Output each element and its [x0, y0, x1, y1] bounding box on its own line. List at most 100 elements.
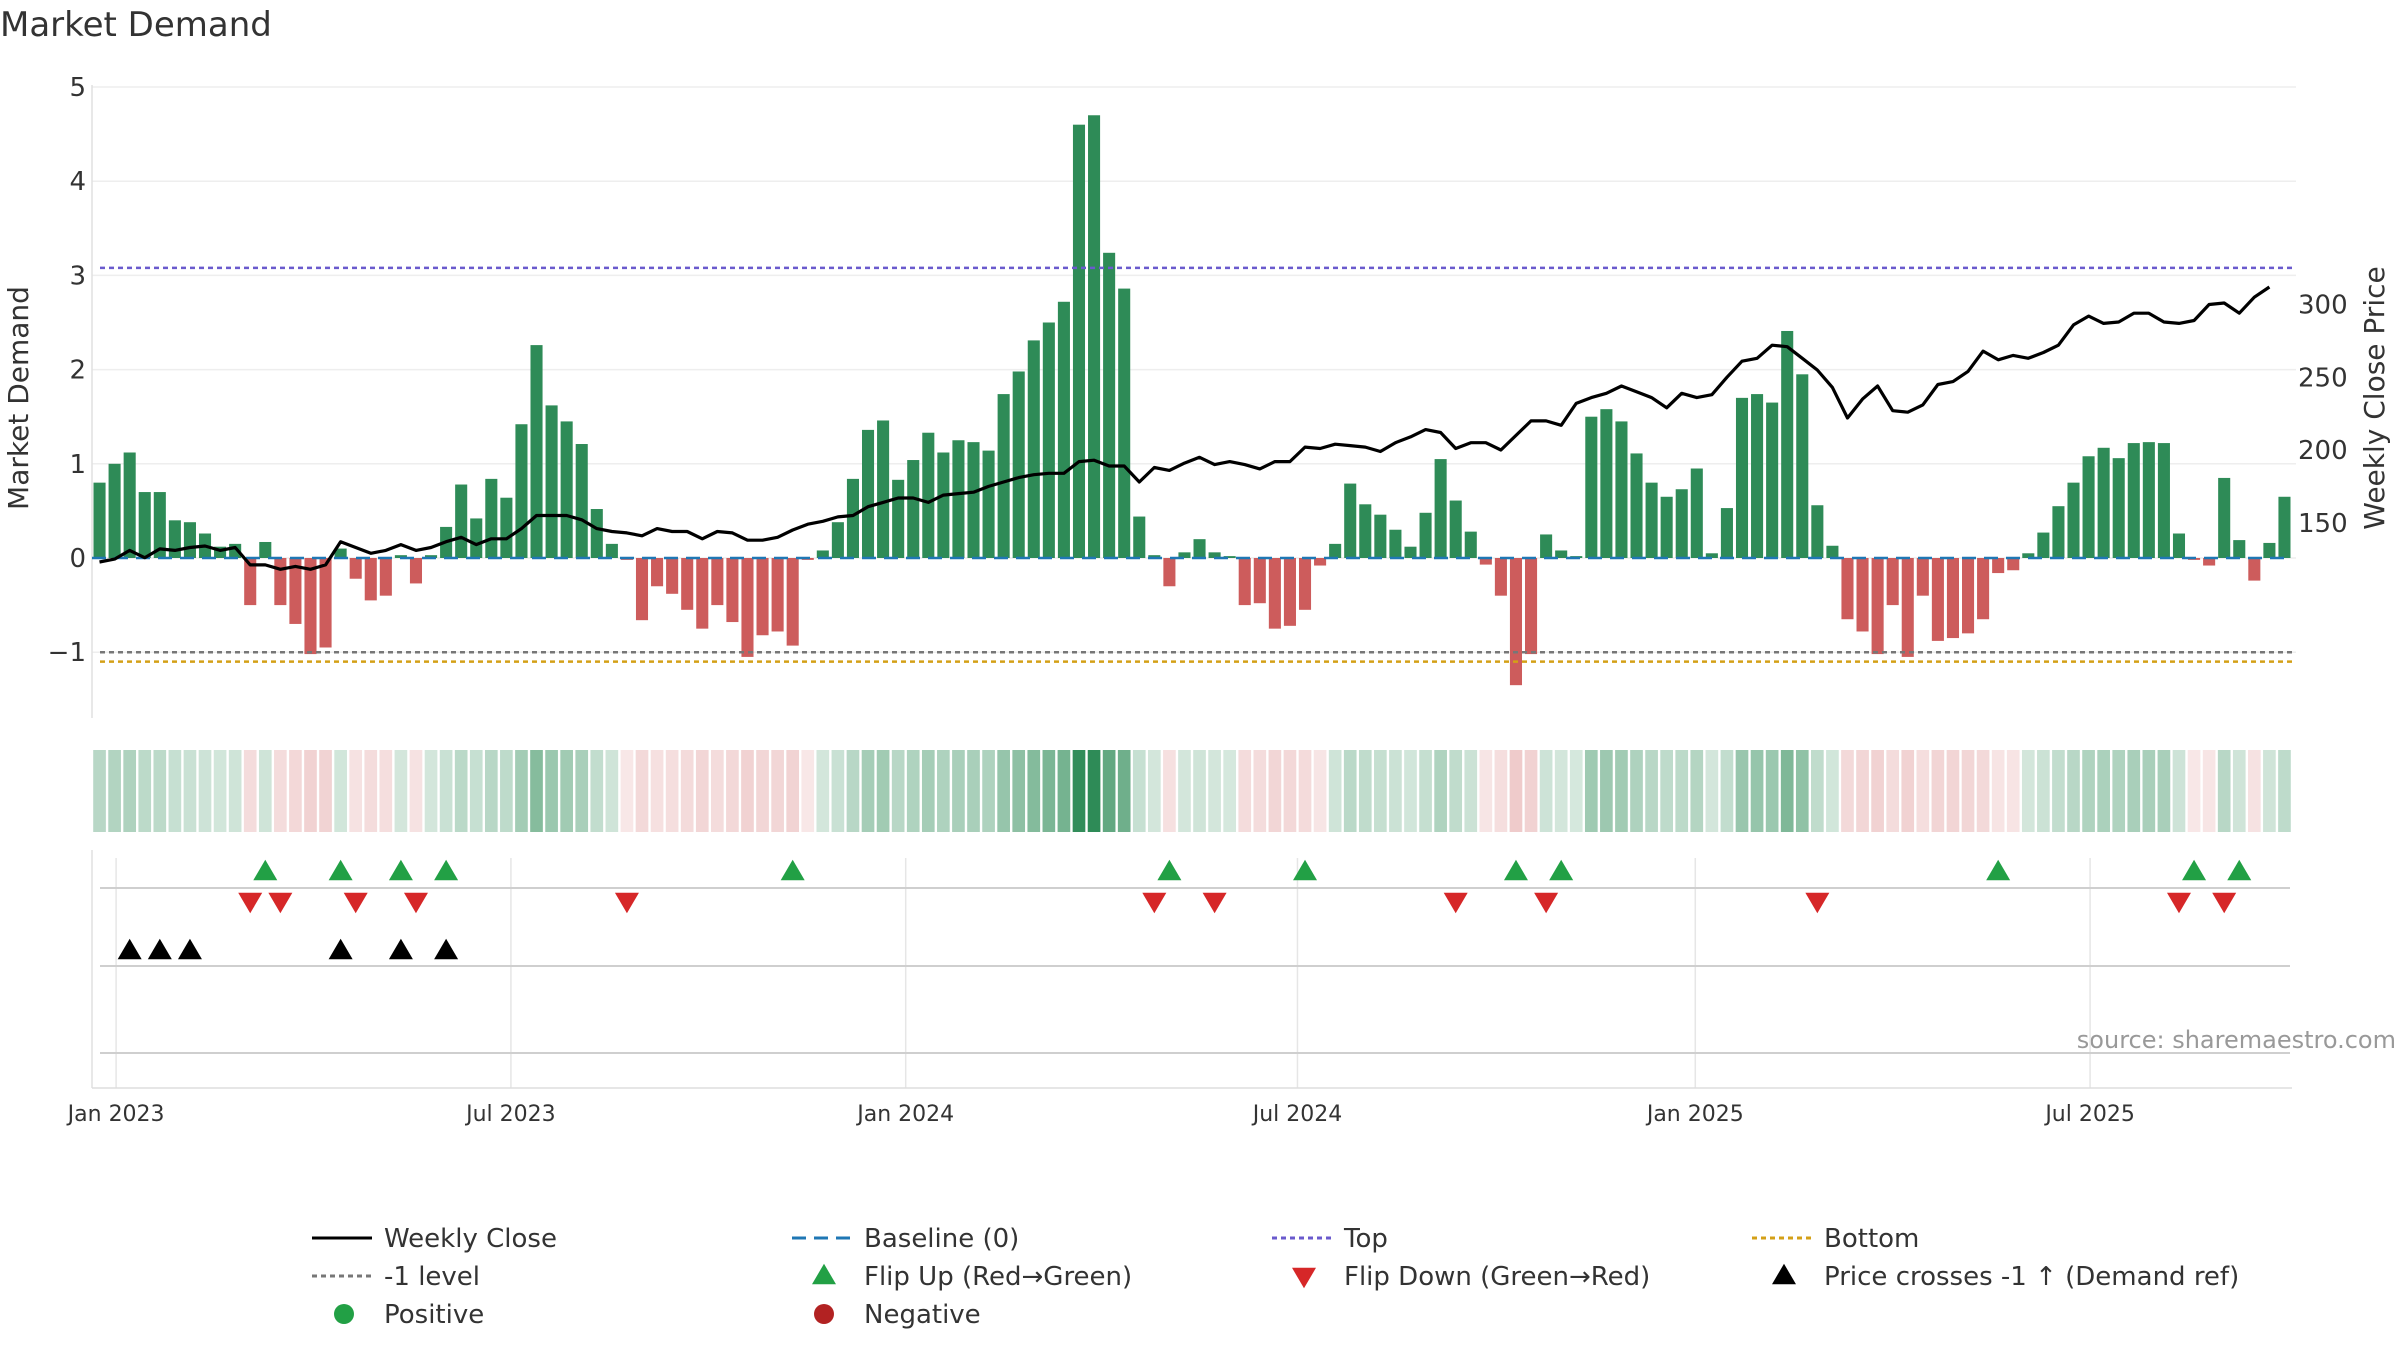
- flip-up-marker: [2182, 859, 2207, 881]
- legend-swatch: [814, 1304, 834, 1324]
- heat-cell: [1223, 750, 1237, 832]
- demand-bar: [364, 558, 377, 601]
- demand-bar: [289, 558, 302, 624]
- flip-up-marker: [780, 859, 805, 881]
- heat-cell: [168, 750, 182, 832]
- legend-label: Bottom: [1824, 1224, 1919, 1254]
- heat-cell: [1675, 750, 1689, 832]
- heat-cell: [620, 750, 634, 832]
- demand-bar: [952, 440, 965, 558]
- heat-cell: [1916, 750, 1930, 832]
- demand-bar: [1796, 374, 1809, 558]
- legend-label: Flip Up (Red→Green): [864, 1262, 1132, 1292]
- x-tick-label: Jul 2023: [464, 1102, 556, 1127]
- demand-bar: [1856, 558, 1869, 632]
- heat-cell: [1630, 750, 1643, 832]
- demand-bar: [2233, 540, 2246, 558]
- price-cross-marker: [434, 938, 459, 960]
- demand-bar: [2097, 447, 2110, 558]
- heat-cell: [1374, 750, 1387, 832]
- demand-bar: [2082, 456, 2095, 558]
- demand-bar: [1615, 421, 1628, 558]
- demand-bar: [319, 558, 332, 648]
- heat-cell: [364, 750, 378, 832]
- y-tick-label: 0: [69, 544, 86, 574]
- demand-bar: [877, 420, 890, 558]
- heat-cell: [1449, 750, 1463, 832]
- heat-cell: [2021, 750, 2035, 832]
- heat-cell: [2157, 750, 2171, 832]
- heat-cell: [967, 750, 980, 832]
- heat-cell: [1841, 750, 1854, 832]
- demand-bar: [1389, 529, 1402, 558]
- demand-bar: [1118, 288, 1131, 558]
- heat-cell: [1600, 750, 1613, 832]
- demand-bar: [560, 421, 573, 558]
- heat-cell: [1524, 750, 1538, 832]
- demand-bar: [1751, 394, 1764, 558]
- heat-cell: [891, 750, 905, 832]
- demand-bar: [756, 558, 769, 636]
- heat-cell: [1434, 750, 1447, 832]
- flip-down-marker: [343, 892, 368, 914]
- demand-bar: [244, 558, 257, 606]
- heat-cell: [1931, 750, 1945, 832]
- demand-bar: [1238, 558, 1251, 606]
- heat-cell: [1102, 750, 1116, 832]
- heat-cell: [424, 750, 438, 832]
- demand-bar: [274, 558, 287, 606]
- demand-bar: [379, 558, 392, 596]
- flip-up-marker: [434, 859, 459, 881]
- demand-bar: [123, 452, 136, 558]
- heat-cell: [605, 750, 619, 832]
- legend-label: Weekly Close: [384, 1224, 557, 1254]
- demand-bar: [1720, 508, 1733, 558]
- demand-bar: [2007, 558, 2020, 571]
- heat-cell: [1027, 750, 1041, 832]
- heat-cell: [1057, 750, 1071, 832]
- heat-cell: [243, 750, 257, 832]
- heat-cell: [1660, 750, 1673, 832]
- demand-bar: [515, 424, 528, 558]
- demand-bar: [831, 522, 844, 558]
- heat-cell: [213, 750, 227, 832]
- chart-title: Market Demand: [0, 5, 272, 45]
- heat-cell: [439, 750, 453, 832]
- y2-tick-label: 300: [2298, 291, 2348, 321]
- source-label: source: sharemaestro.com: [2077, 1026, 2396, 1054]
- heat-cell: [153, 750, 167, 832]
- heat-cell: [997, 750, 1010, 832]
- y-tick-label: 4: [69, 167, 86, 197]
- legend-label: Negative: [864, 1300, 981, 1330]
- demand-bar: [1449, 500, 1462, 558]
- legend-label: Top: [1343, 1224, 1388, 1254]
- demand-bar: [1961, 558, 1975, 634]
- y2-tick-label: 200: [2298, 436, 2348, 466]
- heat-cell: [711, 750, 724, 832]
- demand-bar: [1705, 553, 1718, 558]
- grid-lines: [91, 85, 2296, 1089]
- demand-bar: [1977, 558, 1990, 620]
- demand-bar: [997, 394, 1010, 558]
- heat-cell: [1087, 750, 1101, 832]
- legend-label: -1 level: [384, 1262, 480, 1292]
- heat-cell: [741, 750, 754, 832]
- heat-cell: [1539, 750, 1553, 832]
- reference-lines: [92, 266, 2292, 663]
- x-tick-label: Jan 2023: [66, 1102, 165, 1127]
- heat-cell: [1042, 750, 1056, 832]
- demand-bar: [1690, 468, 1703, 558]
- demand-bar: [681, 558, 694, 610]
- heat-cell: [1343, 750, 1357, 832]
- heat-cell: [921, 750, 935, 832]
- heat-cell: [1117, 750, 1131, 832]
- demand-bar: [1344, 483, 1357, 558]
- legend-label: Flip Down (Green→Red): [1344, 1262, 1650, 1292]
- heat-cell: [1826, 750, 1839, 832]
- demand-bar: [1916, 558, 1929, 596]
- demand-bar: [696, 558, 709, 629]
- y-tick-label: 5: [69, 73, 86, 103]
- demand-bar: [1841, 558, 1854, 620]
- demand-bar: [394, 555, 407, 558]
